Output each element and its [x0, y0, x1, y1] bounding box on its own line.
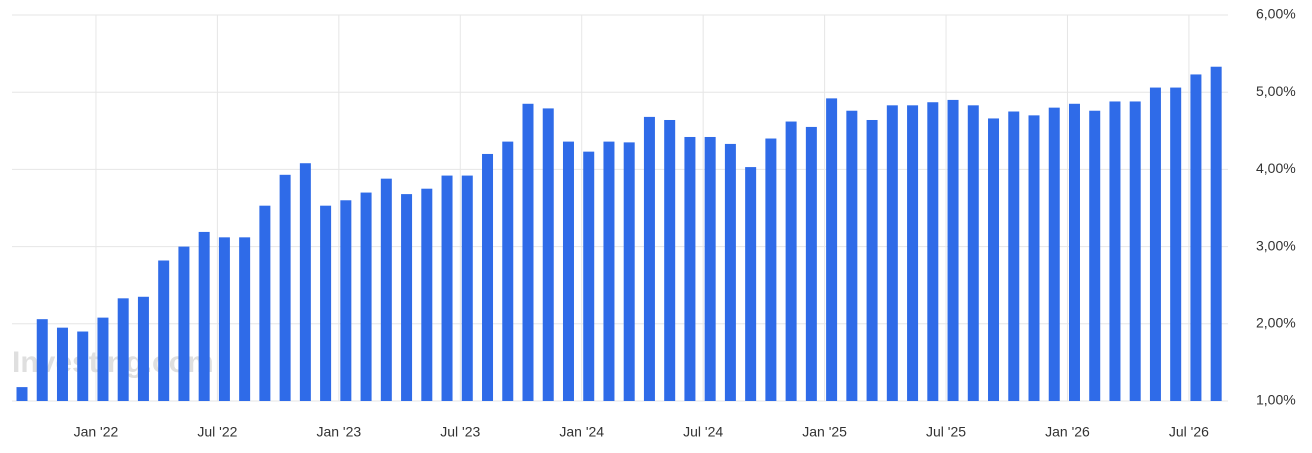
- bar: [805, 126, 817, 401]
- bar: [704, 136, 716, 401]
- bar: [846, 110, 858, 401]
- bar: [158, 260, 170, 401]
- bar: [1129, 101, 1141, 402]
- y-tick-label: 5,00%: [1256, 83, 1296, 99]
- bar: [1048, 107, 1060, 401]
- x-tick-label: Jan '23: [316, 424, 361, 440]
- bar: [218, 237, 230, 401]
- bar: [1109, 101, 1121, 402]
- y-tick-label: 4,00%: [1256, 160, 1296, 176]
- bar: [1068, 103, 1080, 401]
- x-tick-label: Jan '22: [74, 424, 119, 440]
- y-tick-label: 1,00%: [1256, 392, 1296, 408]
- bar: [1149, 87, 1161, 402]
- bar: [664, 119, 676, 401]
- bar: [16, 387, 28, 401]
- bar: [967, 105, 979, 401]
- bar: [77, 331, 89, 401]
- bar: [137, 296, 149, 401]
- x-tick-label: Jan '25: [802, 424, 847, 440]
- bar: [117, 298, 129, 401]
- bar: [522, 103, 534, 401]
- bar: [907, 105, 919, 401]
- bar: [643, 116, 655, 402]
- bar: [36, 319, 48, 401]
- bar: [380, 178, 392, 401]
- bar: [1008, 111, 1020, 401]
- bar: [623, 142, 635, 401]
- bar: [97, 317, 109, 401]
- bar: [1190, 74, 1202, 401]
- bar: [259, 205, 271, 401]
- x-tick-label: Jul '22: [197, 424, 237, 440]
- bar: [421, 188, 433, 401]
- bar: [299, 163, 311, 401]
- bar: [340, 200, 352, 401]
- bar: [1170, 87, 1182, 402]
- bar: [826, 98, 838, 401]
- bar: [886, 105, 898, 401]
- bar: [461, 175, 473, 401]
- y-tick-label: 2,00%: [1256, 315, 1296, 331]
- bar: [724, 143, 736, 401]
- bar: [360, 192, 372, 401]
- bar: [502, 141, 514, 401]
- x-tick-label: Jul '26: [1169, 424, 1209, 440]
- bar: [542, 108, 554, 402]
- bar: [56, 327, 68, 401]
- bar: [785, 121, 797, 401]
- bar: [1210, 66, 1222, 401]
- bar: [745, 167, 757, 401]
- bar: [320, 205, 332, 401]
- x-tick-label: Jan '26: [1045, 424, 1090, 440]
- bar: [947, 99, 959, 402]
- x-tick-label: Jul '24: [683, 424, 723, 440]
- x-tick-label: Jan '24: [559, 424, 604, 440]
- bar: [583, 151, 595, 401]
- bar: [279, 174, 291, 401]
- bar: [988, 118, 1000, 401]
- x-tick-label: Jul '23: [440, 424, 480, 440]
- x-tick-label: Jul '25: [926, 424, 966, 440]
- bar: [765, 138, 777, 401]
- bar: [1028, 115, 1040, 402]
- bar: [401, 194, 413, 401]
- y-tick-label: 6,00%: [1256, 6, 1296, 22]
- bar: [482, 153, 494, 401]
- bar: [684, 136, 696, 401]
- y-tick-label: 3,00%: [1256, 237, 1296, 253]
- bar: [239, 237, 251, 401]
- bar: [178, 246, 190, 401]
- bar: [441, 175, 453, 401]
- bar: [198, 231, 210, 401]
- bar: [1089, 110, 1101, 401]
- bar: [927, 102, 939, 402]
- bar: [866, 119, 878, 401]
- bar: [562, 141, 574, 401]
- bar: [603, 141, 615, 401]
